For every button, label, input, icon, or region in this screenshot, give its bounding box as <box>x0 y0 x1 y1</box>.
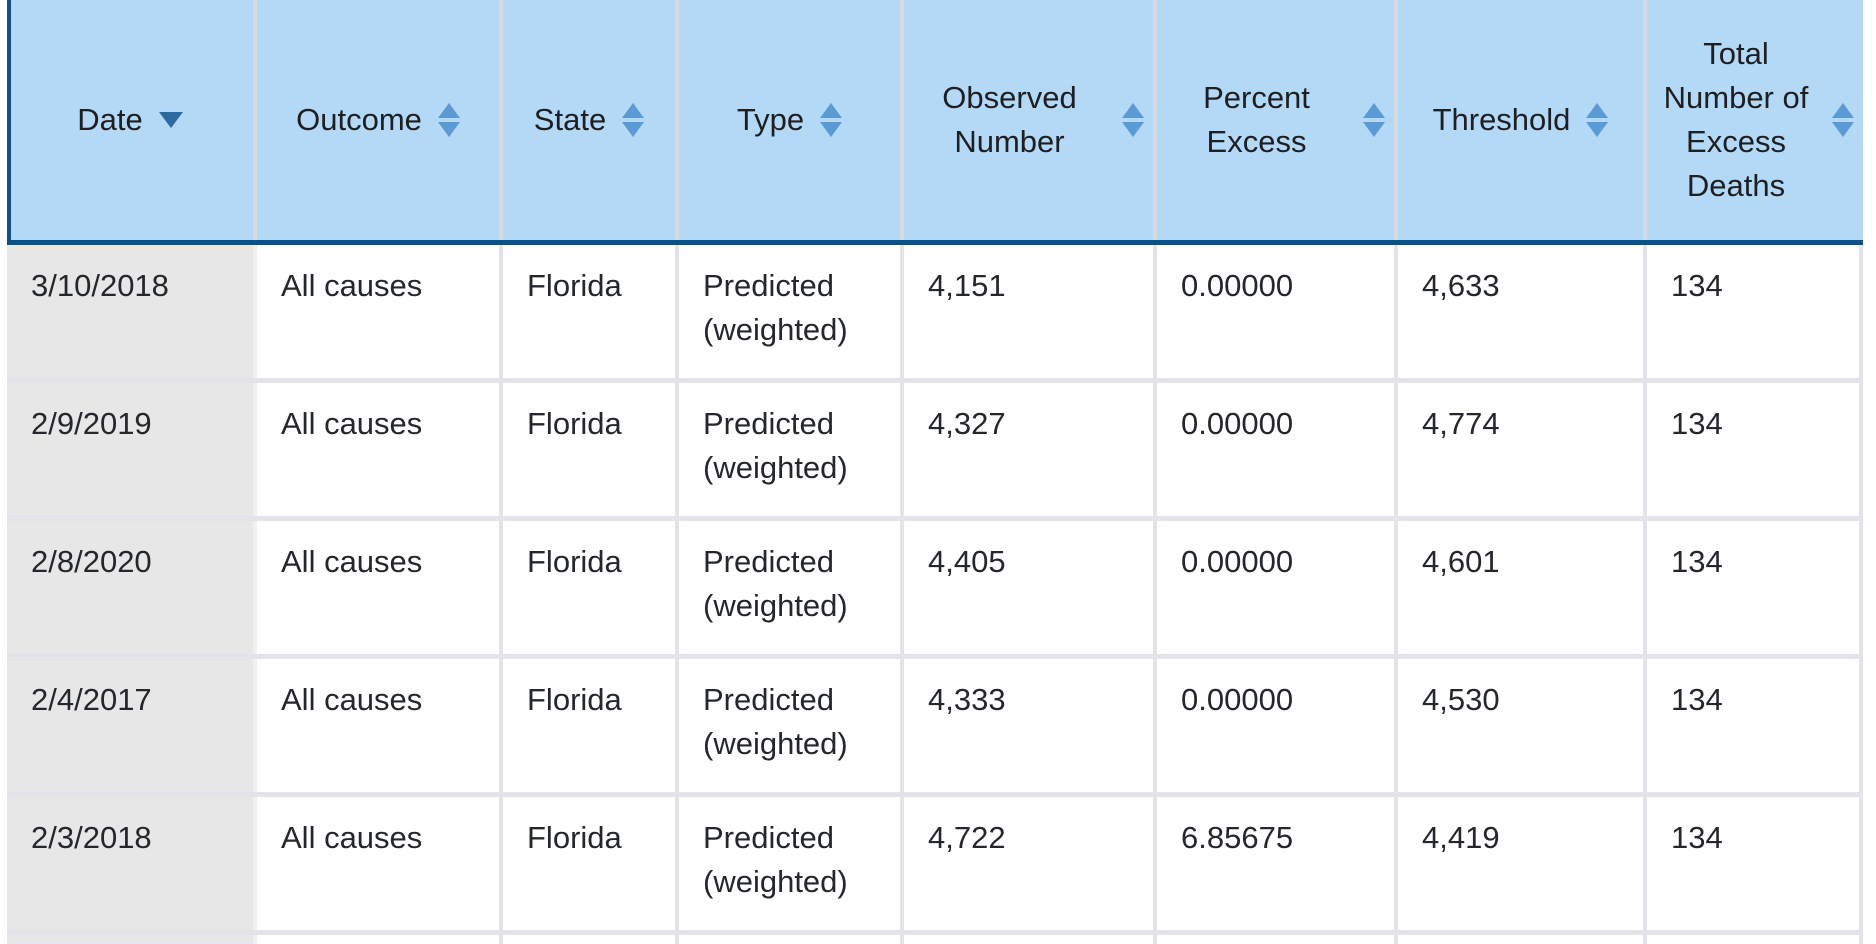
table-row: 2/4/2017 All causes Florida Predicted (w… <box>7 659 1863 797</box>
cell-state: Florida <box>503 521 679 654</box>
cell-type: Predicted (weighted) <box>679 383 904 516</box>
cell-date: 2/3/2018 <box>7 797 257 930</box>
cell-date: 3/10/2018 <box>7 245 257 378</box>
cell-state: Florida <box>503 245 679 378</box>
cell-type: Predicted (weighted) <box>679 797 904 930</box>
cell-observed-number: 4,327 <box>904 383 1157 516</box>
cell-type: Predicted (weighted) <box>679 659 904 792</box>
cell-outcome: All causes <box>257 245 503 378</box>
column-header-date[interactable]: Date <box>7 0 257 240</box>
data-table: Date Outcome State Type Observed Number … <box>7 0 1863 944</box>
cell-date: 2/8/2020 <box>7 521 257 654</box>
cell-percent-excess: 0.00000 <box>1157 383 1398 516</box>
cell-percent-excess <box>1157 935 1398 944</box>
cell-threshold: 4,774 <box>1398 383 1647 516</box>
column-header-label: Type <box>736 101 805 137</box>
cell-threshold: 4,419 <box>1398 797 1647 930</box>
table-header-row: Date Outcome State Type Observed Number … <box>7 0 1863 245</box>
cell-outcome: All causes <box>257 797 503 930</box>
sort-desc-icon <box>158 112 183 128</box>
column-header-outcome[interactable]: Outcome <box>257 0 503 240</box>
cell-state: Florida <box>503 383 679 516</box>
cell-percent-excess: 6.85675 <box>1157 797 1398 930</box>
cell-outcome <box>257 935 503 944</box>
column-header-type[interactable]: Type <box>679 0 904 240</box>
column-header-percent-excess[interactable]: Percent Excess <box>1157 0 1398 240</box>
column-header-label: Percent Excess <box>1203 79 1310 159</box>
column-header-state[interactable]: State <box>503 0 679 240</box>
cell-total-excess-deaths: 134 <box>1647 659 1863 792</box>
cell-threshold: 4,601 <box>1398 521 1647 654</box>
cell-threshold <box>1398 935 1647 944</box>
column-header-threshold[interactable]: Threshold <box>1398 0 1647 240</box>
cell-observed-number: 4,405 <box>904 521 1157 654</box>
sort-toggle-icon <box>1832 103 1854 137</box>
cell-outcome: All causes <box>257 521 503 654</box>
cell-type: Predicted (weighted) <box>679 521 904 654</box>
cell-type: Predicted (weighted) <box>679 245 904 378</box>
cell-total-excess-deaths: 134 <box>1647 245 1863 378</box>
column-header-label: Date <box>77 101 143 137</box>
cell-observed-number <box>904 935 1157 944</box>
table-row: 3/10/2018 All causes Florida Predicted (… <box>7 245 1863 383</box>
table-row-partial <box>7 935 1863 944</box>
column-header-label: Observed Number <box>942 79 1077 159</box>
column-header-label: Total Number of Excess Deaths <box>1663 35 1809 204</box>
column-header-label: Outcome <box>296 101 422 137</box>
cell-threshold: 4,633 <box>1398 245 1647 378</box>
cell-date: 2/9/2019 <box>7 383 257 516</box>
cell-type <box>679 935 904 944</box>
cell-state <box>503 935 679 944</box>
cell-outcome: All causes <box>257 659 503 792</box>
table-row: 2/8/2020 All causes Florida Predicted (w… <box>7 521 1863 659</box>
cell-state: Florida <box>503 797 679 930</box>
cell-outcome: All causes <box>257 383 503 516</box>
cell-date: 2/4/2017 <box>7 659 257 792</box>
table-row: 2/3/2018 All causes Florida Predicted (w… <box>7 797 1863 935</box>
cell-percent-excess: 0.00000 <box>1157 521 1398 654</box>
header-left-border <box>7 0 11 245</box>
cell-observed-number: 4,151 <box>904 245 1157 378</box>
cell-date <box>7 935 257 944</box>
cell-threshold: 4,530 <box>1398 659 1647 792</box>
cell-percent-excess: 0.00000 <box>1157 659 1398 792</box>
sort-toggle-icon <box>820 103 843 137</box>
sort-toggle-icon <box>622 103 645 137</box>
cell-observed-number: 4,722 <box>904 797 1157 930</box>
cell-total-excess-deaths: 134 <box>1647 797 1863 930</box>
sort-toggle-icon <box>1363 103 1385 137</box>
cell-total-excess-deaths: 134 <box>1647 521 1863 654</box>
cell-state: Florida <box>503 659 679 792</box>
column-header-label: Threshold <box>1432 101 1571 137</box>
cell-percent-excess: 0.00000 <box>1157 245 1398 378</box>
cell-total-excess-deaths: 134 <box>1647 383 1863 516</box>
column-header-total-excess-deaths[interactable]: Total Number of Excess Deaths <box>1647 0 1863 240</box>
column-header-observed-number[interactable]: Observed Number <box>904 0 1157 240</box>
sort-toggle-icon <box>1586 103 1609 137</box>
sort-toggle-icon <box>437 103 460 137</box>
column-header-label: State <box>533 101 607 137</box>
cell-observed-number: 4,333 <box>904 659 1157 792</box>
table-row: 2/9/2019 All causes Florida Predicted (w… <box>7 383 1863 521</box>
cell-total-excess-deaths <box>1647 935 1863 944</box>
sort-toggle-icon <box>1122 103 1144 137</box>
